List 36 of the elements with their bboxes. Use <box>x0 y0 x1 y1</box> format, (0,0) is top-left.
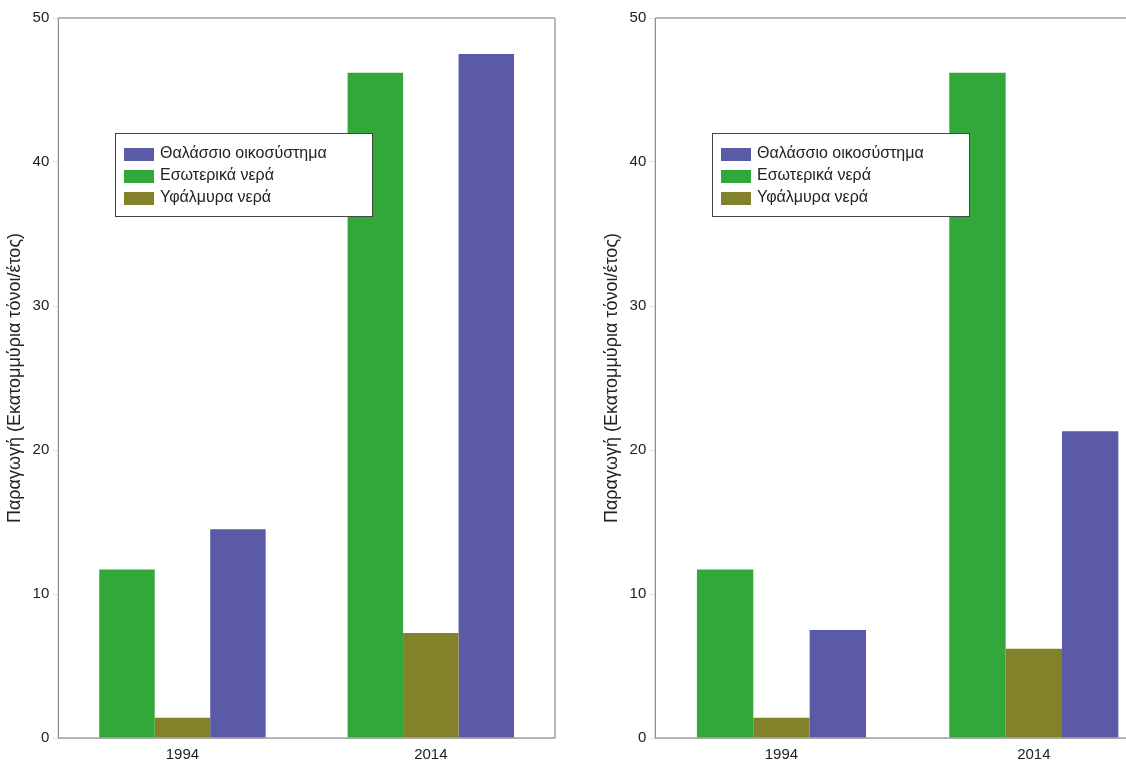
legend-label: Θαλάσσιο οικοσύστημα <box>757 144 924 162</box>
y-tick-label: 30 <box>32 296 50 314</box>
y-tick-label: 10 <box>32 584 50 602</box>
bar <box>809 630 866 738</box>
y-tick-label: 40 <box>629 152 647 170</box>
bar <box>154 717 211 738</box>
bar <box>949 72 1006 738</box>
y-axis-title: Παραγωγή (Εκατομμύρια τόνοι/έτος) <box>600 232 621 524</box>
y-tick-label: 20 <box>32 440 50 458</box>
y-tick-label: 30 <box>629 296 647 314</box>
legend-label: Εσωτερικά νερά <box>757 166 871 184</box>
bar <box>347 72 404 738</box>
bar <box>1005 648 1062 738</box>
bar <box>458 54 515 738</box>
x-tick-label: 2014 <box>414 745 448 763</box>
y-tick-label: 50 <box>629 8 647 26</box>
bar <box>1062 431 1119 738</box>
y-tick-label: 20 <box>629 440 647 458</box>
x-tick-label: 1994 <box>165 745 200 763</box>
y-tick-label: 0 <box>637 728 647 746</box>
legend-label: Θαλάσσιο οικοσύστημα <box>160 144 327 162</box>
bar <box>753 717 810 738</box>
y-tick-label: 40 <box>32 152 50 170</box>
bar <box>99 569 155 738</box>
bar <box>403 632 459 738</box>
bar <box>696 569 754 738</box>
y-axis-title: Παραγωγή (Εκατομμύρια τόνοι/έτος) <box>3 232 24 524</box>
y-tick-label: 10 <box>629 584 647 602</box>
legend-label: Υφάλμυρα νερά <box>757 188 869 206</box>
bar <box>210 529 266 738</box>
x-tick-label: 2014 <box>1017 745 1051 763</box>
x-tick-label: 1994 <box>764 745 799 763</box>
legend-label: Εσωτερικά νερά <box>160 166 274 184</box>
y-tick-label: 50 <box>32 8 50 26</box>
legend-label: Υφάλμυρα νερά <box>160 188 272 206</box>
y-tick-label: 0 <box>40 728 50 746</box>
